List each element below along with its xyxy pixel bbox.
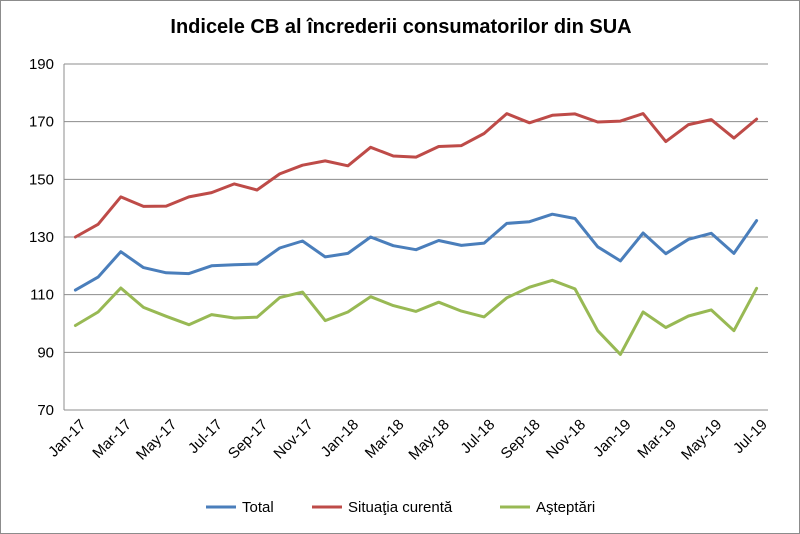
x-tick-label: Sep-18	[498, 416, 544, 462]
x-tick-label: Nov-17	[270, 416, 316, 462]
x-tick-label: Jul-17	[185, 416, 226, 457]
y-axis-ticks: 70 90 110 130 150 170 190	[29, 56, 54, 419]
series-line-2	[73, 112, 759, 239]
legend-label-2: Situaţia curentă	[348, 499, 453, 516]
x-tick-label: Mar-18	[362, 416, 408, 462]
series-lines	[73, 112, 759, 356]
y-tick-label: 190	[29, 56, 54, 73]
y-tick-label: 170	[29, 114, 54, 131]
axes	[63, 64, 768, 411]
x-tick-label: Jan-18	[318, 416, 362, 460]
x-tick-label: Jul-19	[730, 416, 771, 457]
x-tick-label: May-19	[678, 416, 725, 463]
y-tick-label: 90	[37, 344, 54, 361]
series-line-3	[73, 278, 759, 356]
legend-label-3: Aşteptări	[536, 499, 595, 516]
x-tick-label: May-17	[133, 416, 180, 463]
y-tick-label: 110	[30, 287, 54, 304]
y-tick-label: 70	[37, 402, 54, 419]
x-tick-label: Jul-18	[457, 416, 498, 457]
y-tick-label: 150	[29, 171, 54, 188]
x-tick-label: Jan-19	[590, 416, 634, 460]
gridlines	[64, 63, 768, 353]
x-tick-label: May-18	[405, 416, 452, 463]
x-tick-label: Sep-17	[225, 416, 271, 462]
chart-title: Indicele CB al încrederii consumatorilor…	[170, 16, 631, 38]
x-tick-label: Jan-17	[45, 416, 89, 460]
series-line-1	[73, 212, 759, 292]
legend: Total Situaţia curentă Aşteptări	[206, 499, 595, 516]
legend-label-1: Total	[242, 499, 274, 516]
x-tick-label: Mar-19	[634, 416, 680, 462]
x-tick-label: Mar-17	[89, 416, 135, 462]
x-tick-label: Nov-18	[543, 416, 589, 462]
y-tick-label: 130	[29, 229, 54, 246]
